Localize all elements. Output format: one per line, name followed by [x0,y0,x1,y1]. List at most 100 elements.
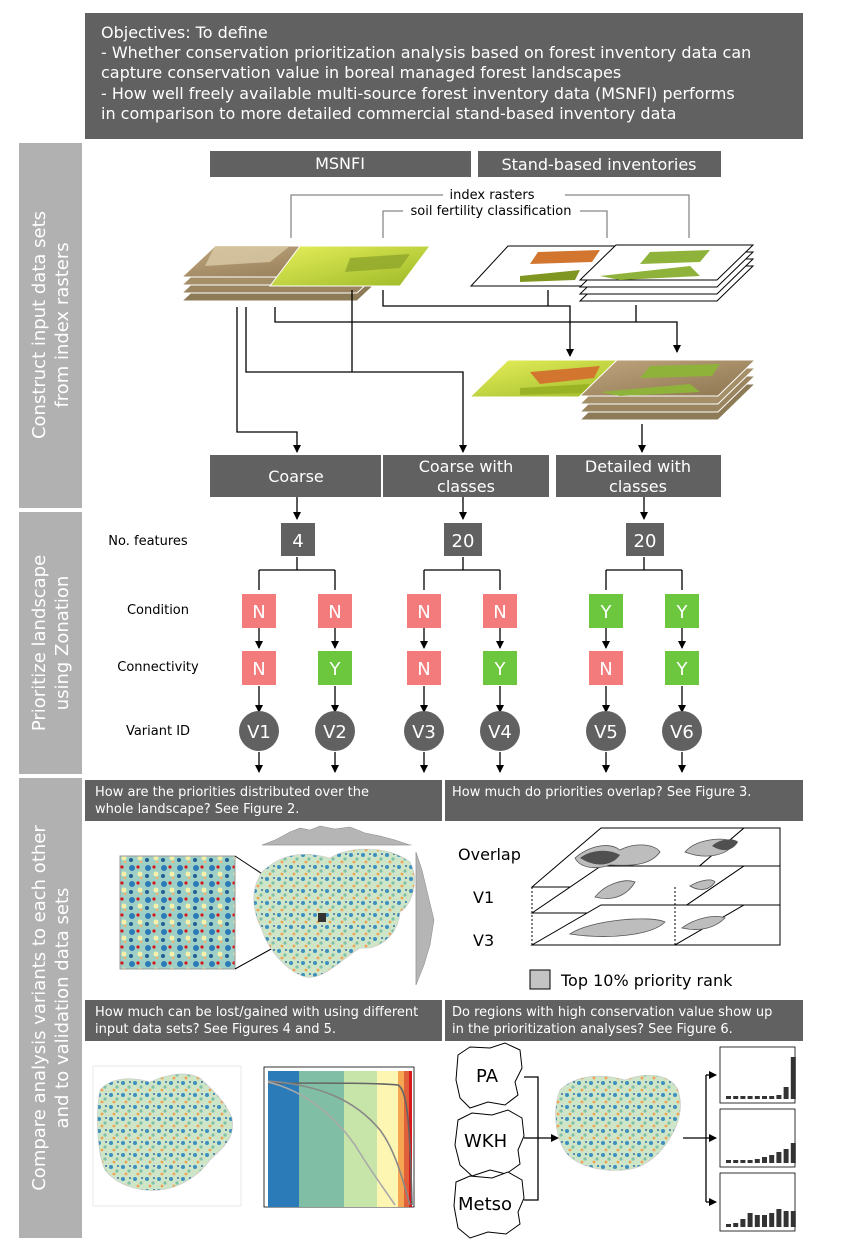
index-rasters-label: index rasters [450,188,535,203]
variant-row-label: Variant ID [126,724,190,739]
coarse-box [210,455,381,497]
overlap-v1-label: V1 [473,888,494,907]
question-4-line-1: Do regions with high conservation value … [452,1005,772,1020]
variant-id-3: V3 [412,722,436,743]
histogram-bar [733,1160,739,1163]
wkh-label: WKH [464,1131,507,1152]
legend-label: Top 10% priority rank [560,971,733,990]
histogram-bar [769,1155,775,1163]
raster-brackets [290,194,690,238]
feature-count-3: 20 [634,531,657,552]
wkh-outline [454,1109,525,1177]
objectives-line-2: - Whether conservation prioritization an… [101,43,751,62]
overlap-panel [530,827,781,946]
detailed-classes-box [556,455,721,497]
question-2-line-1: How much do priorities overlap? See Figu… [452,785,751,800]
side-histogram [415,851,435,986]
side-label-compare-1: Compare analysis variants to each other [29,825,50,1191]
condition-box-1 [242,594,276,628]
connectivity-value-5: N [599,659,612,680]
condition-value-1: N [252,602,265,623]
side-label-construct-2: from index rasters [52,242,73,407]
top-histogram [261,825,411,846]
variant-circle-2 [315,711,355,751]
feature-box-1: 4 [281,523,315,556]
detailed-classes-line-2: classes [609,477,667,496]
validation-landscape-map [555,1074,681,1171]
prioritize-connectors [258,497,683,590]
legend-swatch [529,969,551,990]
histogram-bar [790,1211,796,1227]
histogram-bar [754,1215,760,1227]
question-3-line-2: input data sets? See Figures 4 and 5. [95,1022,336,1037]
pa-label: PA [476,1066,499,1087]
overlap-v3-label: V3 [473,931,494,950]
question-box-2 [445,780,803,821]
landscape-map [253,848,415,978]
connectivity-box-4 [483,651,517,685]
histogram-bar [754,1159,760,1163]
histogram-bar [733,1096,739,1099]
condition-value-4: N [493,602,506,623]
connectivity-value-2: Y [329,659,342,680]
histogram-bar [776,1209,782,1227]
condition-box-6 [665,594,699,628]
objectives-line-4: - How well freely available multi-source… [101,84,735,103]
variant-id-4: V4 [488,722,512,743]
soil-fertility-label: soil fertility classification [411,204,572,219]
variant-circle-1 [239,711,279,751]
msnfi-label: MSNFI [315,154,365,173]
coarse-classes-box [383,455,549,497]
feature-box-3: 20 [626,523,664,556]
condition-box-4 [483,594,517,628]
feature-box-2: 20 [444,523,482,556]
condition-box-3 [407,594,441,628]
zoom-inset [119,855,236,970]
histogram-bar [762,1096,767,1099]
variant-circle-4 [480,711,520,751]
histogram-bar [776,1152,782,1163]
metso-bars [726,1209,796,1227]
coarse-classes-line-2: classes [437,477,495,496]
histogram-bar [783,1211,789,1227]
connectivity-value-3: N [417,659,430,680]
histogram-bar [783,1149,789,1163]
pa-outline [455,1042,523,1109]
loss-gain-panel [92,1065,415,1208]
condition-value-3: N [417,602,430,623]
question-box-4 [445,1000,803,1041]
construct-connectors [236,290,681,453]
stand-label: Stand-based inventories [502,155,697,174]
connectivity-row-label: Connectivity [117,660,199,675]
stand-box [478,151,721,177]
connectivity-value-4: Y [494,659,507,680]
variant-id-2: V2 [323,722,347,743]
connectivity-box-3 [407,651,441,685]
side-band-construct [19,143,82,508]
variant-id-1: V1 [247,722,271,743]
side-label-construct-1: Construct input data sets [29,211,50,439]
overlap-label: Overlap [458,845,521,864]
histogram-bar [754,1096,760,1099]
pa-bars [726,1057,796,1099]
coarse-classes-line-1: Coarse with [419,457,514,476]
metso-label: Metso [458,1194,512,1215]
condition-value-5: Y [600,602,613,623]
variant-id-6: V6 [670,722,694,743]
condition-value-2: N [328,602,341,623]
histogram-bar [747,1096,753,1099]
validation-panel [453,1042,796,1239]
connectivity-box-6 [665,651,699,685]
histogram-bar [740,1219,746,1227]
histogram-bar [762,1157,767,1163]
histogram-bar [790,1057,796,1099]
connectivity-box-5 [589,651,623,685]
detailed-classes-line-1: Detailed with [585,457,691,476]
histogram-bar [740,1160,746,1163]
side-band-prioritize [19,512,82,774]
histogram-bar [769,1096,775,1099]
condition-box-5 [589,594,623,628]
question-1-line-2: whole landscape? See Figure 2. [95,802,299,817]
histogram-bar [747,1213,753,1227]
side-label-prioritize-2: using Zonation [52,576,73,711]
